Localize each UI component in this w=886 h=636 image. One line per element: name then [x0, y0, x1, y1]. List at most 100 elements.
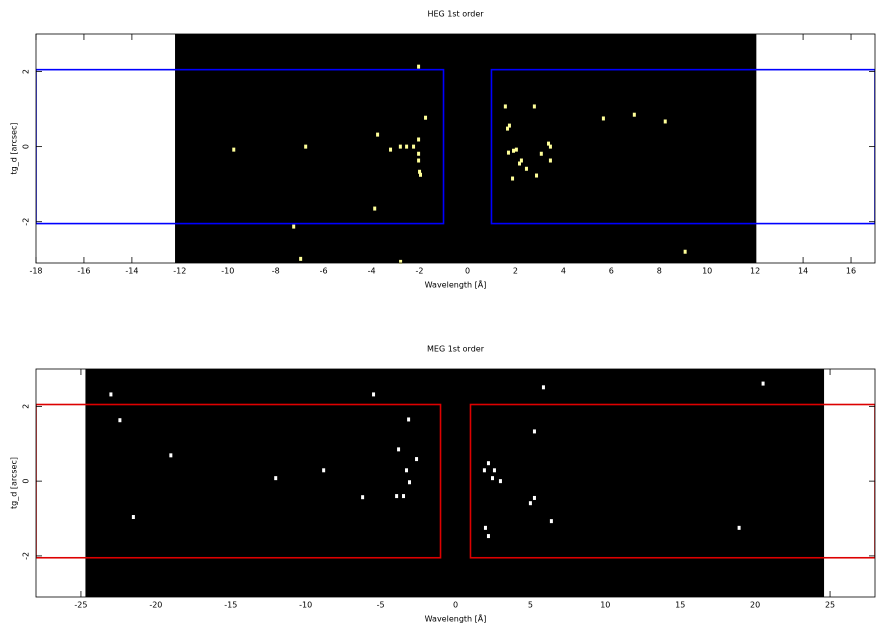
data-point	[417, 137, 421, 142]
data-point	[372, 392, 376, 397]
data-point	[491, 476, 495, 481]
x-tick-label: 15	[675, 601, 685, 610]
x-tick-label: 16	[846, 267, 856, 276]
data-point	[418, 169, 422, 174]
extraction-region	[36, 403, 442, 559]
data-point	[539, 151, 543, 156]
extraction-region	[36, 68, 445, 225]
chart-title: HEG 1st order	[427, 10, 484, 19]
data-point	[549, 519, 553, 524]
detector-image	[175, 34, 757, 263]
data-point	[547, 141, 551, 146]
x-tick-label: -25	[74, 601, 87, 610]
data-point	[514, 147, 518, 152]
data-point	[419, 172, 423, 177]
x-tick-label: -2	[416, 267, 424, 276]
x-tick-label: 6	[609, 267, 614, 276]
x-tick-label: -14	[125, 267, 138, 276]
detector-image	[85, 369, 825, 597]
data-point	[412, 144, 416, 149]
extraction-region	[469, 403, 875, 559]
data-point	[424, 115, 428, 120]
x-tick-label: -12	[173, 267, 186, 276]
x-tick-label: 8	[657, 267, 662, 276]
data-point	[663, 119, 667, 124]
x-tick-label: -5	[377, 601, 385, 610]
data-point	[761, 381, 765, 386]
data-point	[395, 494, 399, 499]
data-point	[483, 525, 487, 530]
data-point	[118, 418, 122, 423]
data-point	[304, 144, 308, 149]
data-point	[683, 249, 687, 254]
x-tick-label: -10	[221, 267, 234, 276]
data-point	[398, 144, 402, 149]
data-point	[486, 461, 490, 466]
x-tick-label: -8	[272, 267, 280, 276]
data-point	[408, 480, 412, 485]
x-axis-label: Wavelength [Å]	[425, 279, 487, 290]
data-point	[503, 104, 507, 109]
data-point	[109, 392, 113, 397]
y-tick-label: 2	[22, 69, 31, 74]
data-point	[417, 158, 421, 163]
data-point	[361, 495, 365, 500]
x-tick-label: 10	[702, 267, 712, 276]
x-tick-label: -4	[368, 267, 376, 276]
data-point	[532, 429, 536, 434]
y-tick-label: -2	[22, 552, 31, 560]
data-point	[511, 176, 515, 181]
data-point	[486, 534, 490, 539]
y-tick-label: 0	[22, 144, 31, 149]
data-point	[415, 457, 419, 462]
data-point	[632, 112, 636, 117]
data-point	[407, 417, 411, 422]
x-tick-label: -6	[320, 267, 328, 276]
data-point	[299, 256, 303, 261]
y-tick-label: 2	[22, 404, 31, 409]
plot-frame	[35, 33, 876, 264]
data-point	[737, 525, 741, 530]
x-tick-label: 25	[825, 601, 835, 610]
data-point	[131, 515, 135, 520]
data-point	[169, 453, 173, 458]
data-point	[524, 166, 528, 171]
x-tick-label: -15	[224, 601, 237, 610]
x-tick-label: 4	[561, 267, 566, 276]
data-point	[601, 116, 605, 121]
data-point	[532, 104, 536, 109]
data-point	[417, 64, 421, 69]
x-tick-label: 14	[798, 267, 808, 276]
x-tick-label: 0	[465, 267, 470, 276]
data-point	[506, 126, 510, 131]
data-point	[506, 150, 510, 155]
data-point	[405, 468, 409, 473]
x-tick-label: -16	[77, 267, 90, 276]
x-tick-label: -20	[149, 601, 162, 610]
data-point	[518, 161, 522, 166]
data-point	[389, 147, 393, 152]
y-tick-label: 0	[22, 479, 31, 484]
y-axis-label: tg_d [arcsec]	[10, 457, 19, 509]
x-tick-label: 2	[513, 267, 518, 276]
data-point	[498, 479, 502, 484]
data-point	[548, 144, 552, 149]
extraction-region	[490, 68, 875, 225]
data-point	[535, 173, 539, 178]
data-point	[397, 447, 401, 452]
data-point	[322, 468, 326, 473]
data-point	[507, 123, 511, 128]
data-point	[402, 494, 406, 499]
data-point	[292, 224, 296, 229]
data-point	[541, 385, 545, 390]
x-tick-label: -18	[29, 267, 42, 276]
x-axis-label: Wavelength [Å]	[425, 613, 487, 624]
data-point	[482, 468, 486, 473]
y-tick-label: -2	[22, 218, 31, 226]
chart-title: MEG 1st order	[427, 345, 485, 354]
data-point	[232, 147, 236, 152]
data-point	[376, 132, 380, 137]
y-axis-label: tg_d [arcsec]	[10, 123, 19, 175]
x-tick-label: -10	[299, 601, 312, 610]
